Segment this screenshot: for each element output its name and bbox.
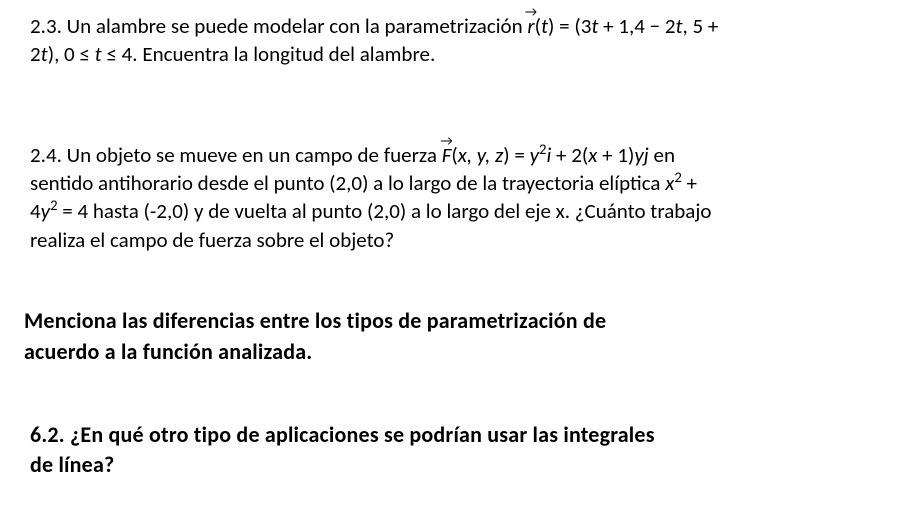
problem-2-4: 2.4. Un objeto se mueve en un campo de f… [0,129,908,266]
var-t: t [41,41,48,67]
text-segment: ) = (3 [548,13,591,39]
text-line: 6.2. ¿En qué otro tipo de aplicaciones s… [30,421,655,448]
var-x: x [588,142,597,168]
question-parametrization: Menciona las diferencias entre los tipos… [0,294,908,380]
spacer [0,266,908,294]
text-segment: ≤ 4. Encuentra la longitud del alambre. [102,41,436,67]
vector-r: r [527,12,534,40]
text-segment: ), 0 ≤ [48,41,95,67]
text-segment: 2.4. Un objeto se mueve en un campo de f… [30,142,442,168]
text-segment: ) = [503,142,529,168]
text-segment: + [682,170,697,196]
question-text: 6.2. ¿En qué otro tipo de aplicaciones s… [30,420,884,482]
var-y: y [41,198,50,224]
problem-2-3: 2.3. Un alambre se puede modelar con la … [0,0,908,81]
text-segment: + 1,4 − 2 [598,13,675,39]
text-segment: + 1) [597,142,634,168]
text-segment: 2.3. Un alambre se puede modelar con la … [30,13,527,39]
var-t: t [676,13,683,39]
var-xyz: x, y, z [458,142,504,168]
var-y: y [530,142,539,168]
var-y: y [634,142,643,168]
spacer [0,81,908,129]
text-segment: + 2( [551,142,588,168]
spacer [0,380,908,408]
text-segment: = 4 hasta (-2,0) y de vuelta al punto (2… [58,198,712,224]
text-segment: 4 [30,198,41,224]
text-line: Menciona las diferencias entre los tipos… [24,307,606,334]
vector-f: F [442,141,452,169]
text-segment: , 5 + [683,13,719,39]
question-text: Menciona las diferencias entre los tipos… [24,306,884,368]
problem-2-4-text: 2.4. Un objeto se mueve en un campo de f… [30,141,878,254]
question-6-2: 6.2. ¿En qué otro tipo de aplicaciones s… [0,408,908,494]
text-segment: en [649,142,675,168]
var-t: t [541,13,548,39]
text-line: acuerdo a la función analizada. [24,338,312,365]
text-segment: 2 [30,41,41,67]
superscript: 2 [674,168,681,186]
problem-2-3-text: 2.3. Un alambre se puede modelar con la … [30,12,878,69]
var-t: t [95,41,102,67]
text-segment: realiza el campo de fuerza sobre el obje… [30,227,394,253]
superscript: 2 [50,196,57,214]
text-line: de línea? [30,451,114,478]
var-x: x [665,170,674,196]
text-segment: sentido antihorario desde el punto (2,0)… [30,170,665,196]
